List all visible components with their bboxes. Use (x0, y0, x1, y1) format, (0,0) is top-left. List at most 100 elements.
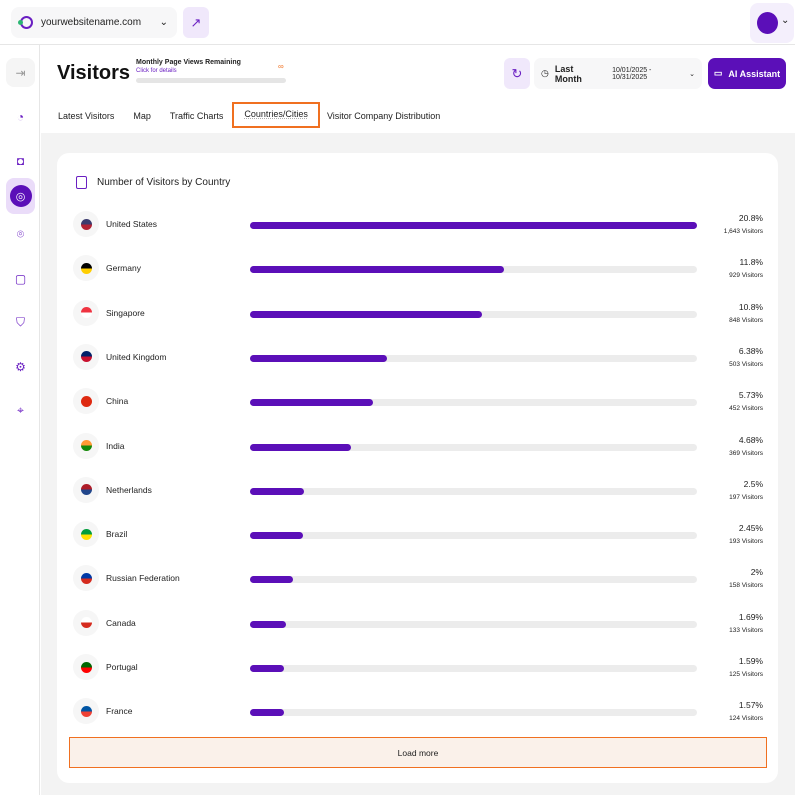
flag-icon (73, 255, 99, 282)
flag-icon (73, 299, 99, 326)
tab-traffic-charts[interactable]: Traffic Charts (169, 111, 224, 121)
external-link-button[interactable]: ↗ (183, 7, 209, 38)
country-row: Singapore 10.8% 848 Visitors (73, 295, 763, 335)
country-name: Brazil (106, 529, 128, 540)
visitor-bar (250, 620, 287, 628)
clock-icon: ◷ (541, 68, 549, 78)
country-row: China 5.73% 452 Visitors (73, 383, 763, 423)
page-views-bar (136, 78, 286, 83)
country-row: Portugal 1.59% 125 Visitors (73, 649, 763, 689)
visitor-count: 848 Visitors (729, 316, 763, 324)
page-views-label: Monthly Page Views Remaining (136, 59, 241, 66)
flag-icon (73, 476, 99, 503)
flag-icon (73, 343, 99, 370)
country-name: China (106, 396, 129, 407)
visitor-count: 158 Visitors (729, 582, 763, 590)
country-name: United Kingdom (106, 351, 167, 362)
document-icon (76, 176, 87, 189)
country-name: Russian Federation (106, 573, 180, 584)
visitor-percent: 1.57% (738, 700, 763, 711)
gear-icon[interactable]: ⚙ (15, 359, 26, 374)
chevron-down-icon: ⌄ (781, 15, 790, 26)
flag-icon (73, 211, 99, 237)
visitor-bar (250, 266, 504, 274)
visitor-count: 503 Visitors (729, 360, 763, 368)
visitor-bar-track (250, 532, 697, 540)
visitor-bar (250, 665, 285, 672)
visitor-bar-track (250, 576, 697, 584)
ai-assistant-button[interactable]: ▭ AI Assistant (708, 58, 786, 89)
top-bar: yourwebsitename.com ⌄ ↗ ⌄ (0, 0, 795, 45)
country-name: Singapore (106, 307, 145, 318)
visitor-count: 197 Visitors (729, 493, 763, 501)
refresh-button[interactable]: ↻ (504, 58, 530, 89)
tab-latest-visitors[interactable]: Latest Visitors (58, 111, 115, 121)
country-name: India (106, 440, 125, 451)
bag-icon[interactable]: ◘ (16, 153, 25, 168)
visitor-percent: 1.69% (738, 611, 763, 622)
visitor-count: 193 Visitors (729, 538, 763, 546)
visitor-percent: 6.38% (738, 345, 763, 356)
globe-icon (18, 16, 33, 29)
country-name: United States (106, 219, 158, 229)
visitor-count: 452 Visitors (729, 405, 763, 413)
content-area: Number of Visitors by Country United Sta… (41, 133, 795, 795)
date-range-selector[interactable]: ◷ Last Month 10/01/2025 - 10/31/2025 ⌄ (534, 58, 702, 89)
load-more-button[interactable]: Load more (69, 737, 767, 768)
country-row: Canada 1.69% 133 Visitors (73, 605, 763, 645)
country-name: Canada (106, 617, 136, 628)
tab-map[interactable]: Map (133, 111, 151, 121)
website-selector[interactable]: yourwebsitename.com ⌄ (11, 7, 177, 38)
visitor-bar-track (250, 354, 697, 362)
visitor-bar-track (250, 665, 697, 672)
flag-icon (73, 388, 99, 415)
flag-icon (73, 432, 99, 459)
country-row: Germany 11.8% 929 Visitors (73, 250, 763, 290)
visitor-percent: 4.68% (738, 434, 763, 445)
country-name: Portugal (106, 662, 138, 672)
tab-visitor-company-distribution[interactable]: Visitor Company Distribution (326, 111, 441, 121)
dashboard-icon[interactable]: ◔ (16, 109, 25, 124)
tab-countries-cities[interactable]: Countries/Cities (232, 102, 320, 128)
shield-icon[interactable]: ⛉ (15, 315, 25, 329)
user-menu[interactable]: ⌄ (750, 3, 794, 43)
chevron-down-icon: ⌄ (689, 70, 695, 78)
country-row: United Kingdom 6.38% 503 Visitors (73, 339, 763, 379)
page-views-details-link[interactable]: Click for details (136, 68, 177, 74)
flag-icon (73, 521, 99, 548)
visitor-count: 369 Visitors (729, 449, 763, 457)
collapse-sidebar-button[interactable]: ⇥ (6, 58, 35, 87)
visitor-bar (250, 222, 697, 229)
visitor-percent: 11.8% (739, 257, 763, 268)
visitor-count: 124 Visitors (729, 715, 763, 723)
visitor-percent: 20.8% (738, 213, 763, 223)
country-name: Netherlands (106, 484, 152, 495)
visitor-bar (250, 576, 293, 584)
card-header: Number of Visitors by Country (76, 176, 230, 189)
visitor-count: 929 Visitors (729, 272, 763, 280)
country-row: France 1.57% 124 Visitors (73, 693, 763, 733)
visitor-bar (250, 310, 483, 318)
visitor-percent: 2% (750, 567, 763, 578)
ai-assistant-label: AI Assistant (728, 68, 781, 79)
countries-card: Number of Visitors by Country United Sta… (57, 153, 778, 783)
page-views-value: ∞ (278, 62, 284, 71)
visitor-bar-track (250, 709, 697, 717)
location-icon[interactable]: ⌖ (17, 403, 24, 417)
visitor-bar (250, 709, 284, 717)
page-views-widget: Monthly Page Views Remaining Click for d… (136, 59, 286, 83)
country-name: France (106, 706, 133, 717)
visitors-icon[interactable]: ◎ (6, 178, 35, 214)
visitor-count: 133 Visitors (729, 626, 763, 634)
sidebar: ⇥ ◔ ◘ ◎ ⌾ ▢ ⛉ ⚙ ⌖ (0, 45, 40, 795)
visitor-bar-track (250, 310, 697, 318)
chat-icon[interactable]: ▢ (14, 271, 27, 286)
chat-icon: ▭ (713, 68, 723, 78)
scan-icon[interactable]: ⌾ (16, 227, 25, 241)
country-name: Germany (106, 263, 141, 274)
flag-icon (73, 565, 99, 592)
chevron-down-icon: ⌄ (159, 17, 168, 28)
visitor-percent: 1.59% (738, 656, 763, 666)
visitor-bar-track (250, 443, 697, 451)
visitor-count: 125 Visitors (729, 671, 763, 678)
